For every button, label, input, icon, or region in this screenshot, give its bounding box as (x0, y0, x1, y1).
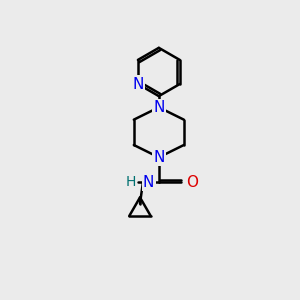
Text: N: N (143, 175, 154, 190)
Text: N: N (153, 100, 164, 115)
Text: N: N (153, 150, 164, 165)
Text: O: O (186, 175, 198, 190)
Text: N: N (132, 76, 144, 92)
Text: H: H (126, 176, 136, 189)
